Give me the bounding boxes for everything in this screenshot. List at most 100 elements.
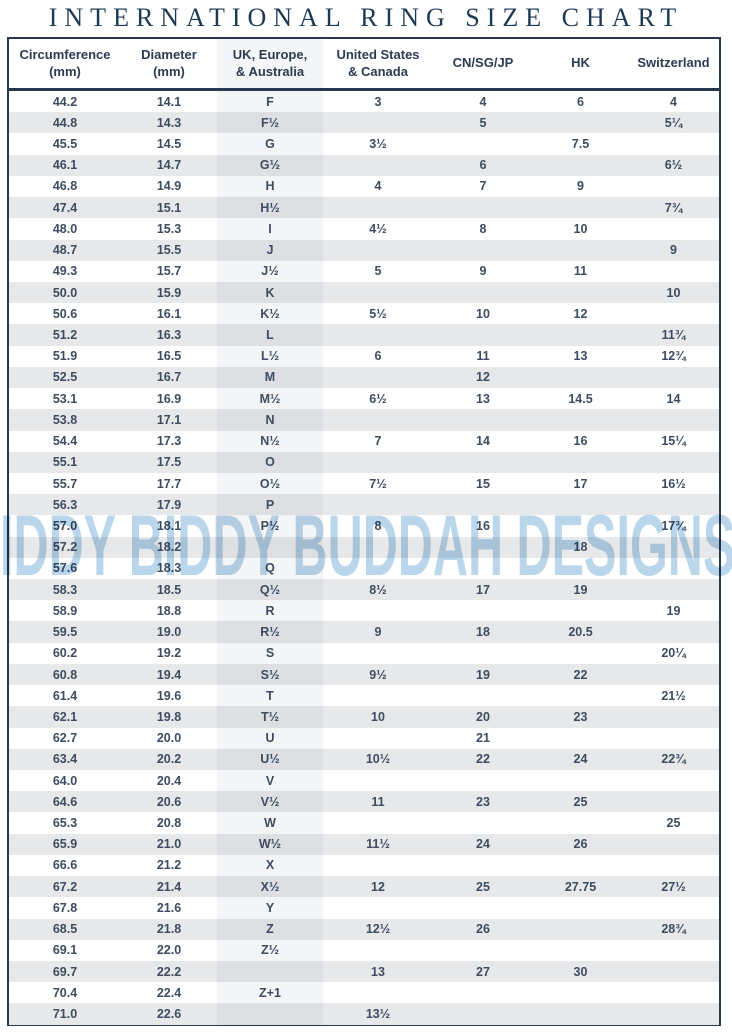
cell: 16.3 <box>156 328 182 343</box>
table-row: 46.8 14.9 H 4 7 9 <box>9 175 719 198</box>
cell <box>323 409 433 430</box>
column-header: CN/SG/JP <box>452 55 514 71</box>
table-row: 55.7 17.7 O½ 7½ 15 17 16½ <box>9 472 719 495</box>
cell: 16 <box>573 434 588 449</box>
cell: N <box>217 409 323 431</box>
cell: 63.4 <box>52 752 78 767</box>
cell: 70.4 <box>52 985 78 1000</box>
cell <box>533 897 628 918</box>
cell: 12 <box>573 306 588 321</box>
cell: 58.9 <box>52 603 78 618</box>
cell: 16.5 <box>156 349 182 364</box>
table-row: 47.4 15.1 H½ 7¾ <box>9 197 719 219</box>
cell <box>628 176 719 197</box>
cell <box>433 282 533 303</box>
table-row: 64.0 20.4 V <box>9 770 719 792</box>
table-row: 50.6 16.1 K½ 5½ 10 12 <box>9 303 719 325</box>
cell: 4 <box>670 94 677 109</box>
cell <box>628 706 719 727</box>
cell: O <box>217 451 323 473</box>
table-header-row: Circumference (mm) Diameter (mm) UK, Europ… <box>9 39 719 91</box>
cell: 15.9 <box>156 285 182 300</box>
cell: V <box>217 770 323 792</box>
cell: 13 <box>573 349 588 364</box>
cell: 17¾ <box>661 518 686 533</box>
cell <box>533 282 628 303</box>
cell: 11 <box>476 349 490 364</box>
cell <box>628 218 719 239</box>
cell: 18.8 <box>156 603 182 618</box>
table-row: 45.5 14.5 G 3½ 7.5 <box>9 133 719 155</box>
cell <box>433 558 533 579</box>
cell: 16.7 <box>156 370 182 385</box>
table-row: 65.9 21.0 W½ 11½ 24 26 <box>9 833 719 855</box>
cell <box>217 960 323 983</box>
cell: 10½ <box>365 752 391 767</box>
cell <box>533 1003 628 1024</box>
table-row: 58.3 18.5 Q½ 8½ 17 19 <box>9 579 719 601</box>
table-row: 66.6 21.2 X <box>9 854 719 877</box>
cell <box>323 558 433 579</box>
cell: 14.3 <box>156 115 182 130</box>
cell: 67.8 <box>52 900 78 915</box>
cell <box>628 982 719 1003</box>
cell: 46.1 <box>52 158 78 173</box>
cell: 21.8 <box>156 922 182 937</box>
cell: 22.0 <box>156 943 182 958</box>
cell: 22.2 <box>156 964 182 979</box>
cell: 22¾ <box>661 752 686 767</box>
cell: H <box>217 175 323 198</box>
table-row: 51.9 16.5 L½ 6 11 13 12¾ <box>9 345 719 367</box>
cell: 23 <box>476 794 490 809</box>
cell <box>533 919 628 940</box>
cell: F½ <box>217 112 323 134</box>
cell <box>628 261 719 282</box>
cell: 12½ <box>365 922 391 937</box>
cell <box>323 240 433 261</box>
cell: 5½ <box>369 306 387 321</box>
table-row: 53.8 17.1 N <box>9 409 719 431</box>
cell <box>533 643 628 664</box>
cell: 14.1 <box>156 94 182 109</box>
column-header: Circumference (mm) <box>19 46 111 79</box>
cell: 25 <box>573 794 588 809</box>
cell <box>323 855 433 876</box>
cell <box>433 855 533 876</box>
cell <box>323 940 433 961</box>
cell: 20.5 <box>568 625 593 640</box>
cell: 15.7 <box>156 264 182 279</box>
cell: 26 <box>476 922 490 937</box>
table-row: 67.2 21.4 X½ 12 25 27.75 27½ <box>9 876 719 898</box>
cell: R½ <box>217 621 323 643</box>
table-row: 57.6 18.3 Q <box>9 557 719 580</box>
cell: 21 <box>476 731 490 746</box>
cell: 7¾ <box>664 200 683 215</box>
cell <box>433 897 533 918</box>
cell: 20.2 <box>156 752 182 767</box>
cell: 10 <box>666 285 681 300</box>
cell: W½ <box>217 833 323 855</box>
table-body: 44.2 14.1 F 3 4 6 4 44.8 14.3 F½ 5 5¼ 45.5 14.5 G 3½ 7.5… <box>9 91 719 1025</box>
cell: Y <box>217 897 323 919</box>
cell <box>323 812 433 833</box>
cell: 27.75 <box>564 879 597 894</box>
cell: 6 <box>479 158 487 173</box>
table-row: 69.1 22.0 Z½ <box>9 939 719 961</box>
cell <box>628 855 719 876</box>
cell: 51.2 <box>52 328 78 343</box>
cell: 21.6 <box>156 900 182 915</box>
table-row: 70.4 22.4 Z+1 <box>9 982 719 1004</box>
cell: 21.4 <box>156 879 182 894</box>
table-row: 67.8 21.6 Y <box>9 897 719 919</box>
cell <box>533 409 628 430</box>
cell: 66.6 <box>52 858 78 873</box>
cell <box>628 133 719 154</box>
cell: 57.6 <box>52 561 78 576</box>
cell: 14 <box>666 391 681 406</box>
cell: 18.2 <box>156 540 182 555</box>
cell: 24 <box>476 837 490 852</box>
cell: 12 <box>371 879 385 894</box>
cell: 10 <box>573 221 588 236</box>
cell: 22 <box>476 752 490 767</box>
cell: X <box>217 854 323 877</box>
